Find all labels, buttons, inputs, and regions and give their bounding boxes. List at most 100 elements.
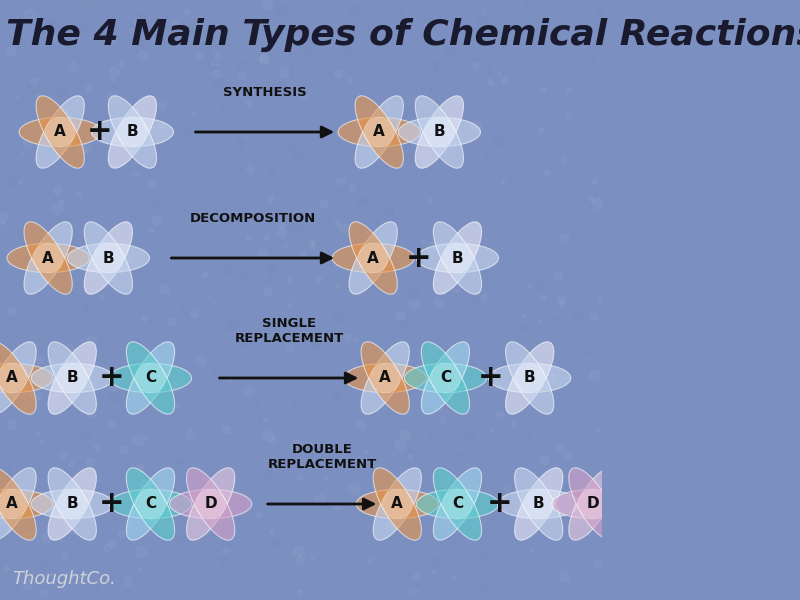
Text: B: B: [533, 497, 545, 511]
Text: A: A: [42, 251, 54, 265]
Text: A: A: [374, 124, 385, 139]
Circle shape: [46, 117, 75, 147]
Ellipse shape: [344, 364, 426, 392]
Circle shape: [94, 243, 123, 273]
Circle shape: [425, 117, 454, 147]
Circle shape: [578, 489, 608, 519]
Text: +: +: [406, 244, 431, 272]
Ellipse shape: [0, 342, 36, 414]
Ellipse shape: [48, 468, 96, 540]
Circle shape: [196, 489, 226, 519]
Ellipse shape: [31, 490, 114, 518]
Ellipse shape: [48, 342, 96, 414]
Ellipse shape: [434, 468, 482, 540]
Text: A: A: [6, 497, 18, 511]
Circle shape: [58, 489, 87, 519]
Text: SYNTHESIS: SYNTHESIS: [223, 86, 306, 99]
Text: D: D: [586, 497, 599, 511]
Ellipse shape: [415, 96, 463, 168]
Ellipse shape: [19, 118, 102, 146]
Ellipse shape: [0, 468, 36, 540]
Circle shape: [0, 363, 27, 393]
Circle shape: [524, 489, 554, 519]
Circle shape: [0, 489, 27, 519]
Circle shape: [136, 363, 166, 393]
Ellipse shape: [126, 342, 174, 414]
Text: B: B: [66, 370, 78, 385]
Ellipse shape: [36, 96, 84, 168]
Ellipse shape: [373, 468, 422, 540]
Ellipse shape: [506, 342, 554, 414]
Circle shape: [58, 363, 87, 393]
Ellipse shape: [7, 244, 90, 272]
Text: The 4 Main Types of Chemical Reactions: The 4 Main Types of Chemical Reactions: [6, 18, 800, 52]
Ellipse shape: [434, 468, 482, 540]
Text: A: A: [367, 251, 379, 265]
Text: B: B: [452, 251, 463, 265]
Ellipse shape: [110, 364, 191, 392]
Ellipse shape: [0, 468, 36, 540]
Ellipse shape: [355, 96, 403, 168]
Text: +: +: [486, 490, 513, 518]
Circle shape: [364, 117, 394, 147]
Ellipse shape: [514, 468, 563, 540]
Ellipse shape: [126, 468, 174, 540]
Ellipse shape: [24, 222, 72, 294]
Circle shape: [370, 363, 400, 393]
Ellipse shape: [422, 342, 470, 414]
Text: A: A: [391, 497, 403, 511]
Ellipse shape: [356, 490, 438, 518]
Ellipse shape: [170, 490, 252, 518]
Ellipse shape: [24, 222, 72, 294]
Ellipse shape: [514, 468, 563, 540]
Text: B: B: [524, 370, 535, 385]
Ellipse shape: [569, 468, 617, 540]
Ellipse shape: [84, 222, 133, 294]
Ellipse shape: [108, 96, 157, 168]
Circle shape: [382, 489, 412, 519]
Text: A: A: [6, 370, 18, 385]
Text: DOUBLE
REPLACEMENT: DOUBLE REPLACEMENT: [267, 443, 377, 471]
Ellipse shape: [361, 342, 410, 414]
Ellipse shape: [0, 364, 53, 392]
Text: A: A: [54, 124, 66, 139]
Ellipse shape: [422, 342, 470, 414]
Ellipse shape: [404, 364, 486, 392]
Circle shape: [515, 363, 545, 393]
Text: C: C: [145, 370, 156, 385]
Text: B: B: [66, 497, 78, 511]
Ellipse shape: [108, 96, 157, 168]
Text: C: C: [452, 497, 463, 511]
Text: B: B: [102, 251, 114, 265]
Text: +: +: [86, 118, 112, 146]
Ellipse shape: [186, 468, 235, 540]
Circle shape: [430, 363, 460, 393]
Text: DECOMPOSITION: DECOMPOSITION: [190, 212, 316, 225]
Ellipse shape: [416, 490, 498, 518]
Ellipse shape: [434, 222, 482, 294]
Ellipse shape: [434, 222, 482, 294]
Ellipse shape: [36, 96, 84, 168]
Ellipse shape: [415, 96, 463, 168]
Ellipse shape: [126, 468, 174, 540]
Circle shape: [136, 489, 166, 519]
Ellipse shape: [498, 490, 580, 518]
Text: A: A: [379, 370, 391, 385]
Text: +: +: [98, 364, 124, 392]
Ellipse shape: [489, 364, 570, 392]
Ellipse shape: [110, 490, 191, 518]
Ellipse shape: [31, 364, 114, 392]
Text: ThoughtCo.: ThoughtCo.: [12, 570, 116, 588]
Ellipse shape: [126, 342, 174, 414]
Ellipse shape: [355, 96, 403, 168]
Ellipse shape: [569, 468, 617, 540]
Circle shape: [34, 243, 63, 273]
Ellipse shape: [416, 244, 498, 272]
Ellipse shape: [506, 342, 554, 414]
Text: B: B: [434, 124, 446, 139]
Text: C: C: [440, 370, 451, 385]
Text: D: D: [204, 497, 217, 511]
Text: C: C: [145, 497, 156, 511]
Ellipse shape: [361, 342, 410, 414]
Ellipse shape: [186, 468, 235, 540]
